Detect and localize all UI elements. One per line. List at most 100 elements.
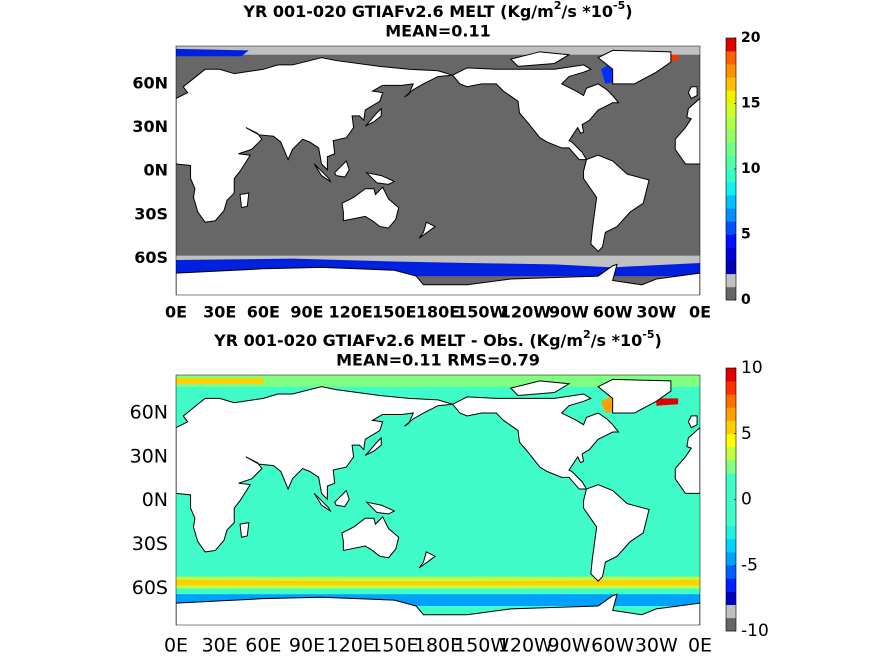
lat-tick-label: 0N <box>143 161 168 180</box>
lon-tick-label: 120W <box>498 635 553 656</box>
colorbar-segment <box>726 394 736 408</box>
colorbar-segment <box>726 617 736 632</box>
colorbar-tick-label: 0 <box>741 490 752 510</box>
title-part: ) <box>655 331 662 350</box>
superscript: 2 <box>583 328 591 341</box>
lon-tick-label: 150W <box>456 303 507 322</box>
map-field <box>176 375 700 625</box>
colorbar-segment <box>726 182 736 196</box>
colorbar-segment <box>726 578 736 592</box>
lon-tick-label: 60E <box>245 635 281 656</box>
map-frame <box>175 45 701 296</box>
lon-tick-label: 90E <box>289 635 325 656</box>
colorbar-segment <box>726 234 736 248</box>
colorbar-segment <box>726 195 736 209</box>
colorbar-segment <box>726 538 736 553</box>
panel-title: YR 001-020 GTIAFv2.6 MELT - Obs. (Kg/m2/… <box>213 328 662 350</box>
superscript: -5 <box>613 0 625 12</box>
map-panel <box>176 46 700 295</box>
colorbar-tick-label: 10 <box>741 358 763 378</box>
lon-tick-label: 90W <box>548 635 591 656</box>
lon-tick-label: 0E <box>165 303 187 322</box>
colorbar-tick-label: 0 <box>741 292 751 308</box>
lon-tick-label: 120E <box>329 303 373 322</box>
lat-tick-label: 60S <box>134 248 168 267</box>
colorbar-tick-label: 20 <box>741 30 761 46</box>
colorbar-segment <box>726 169 736 183</box>
colorbar-segment <box>726 407 736 421</box>
title-part: YR 001-020 GTIAFv2.6 MELT - Obs. (Kg/m <box>213 331 583 350</box>
colorbar-segment <box>726 273 736 288</box>
lon-tick-label: 60W <box>593 303 633 322</box>
lon-tick-label: 150E <box>372 303 416 322</box>
colorbar-segment <box>726 129 736 144</box>
lon-tick-label: 30W <box>636 303 676 322</box>
colorbar-segment <box>726 473 736 487</box>
lon-tick-label: 150W <box>454 635 509 656</box>
colorbar-segment <box>726 260 736 275</box>
superscript: -5 <box>642 328 654 341</box>
lon-tick-label: 30W <box>635 635 678 656</box>
colorbar-segment <box>726 286 736 301</box>
lon-tick-label: 0E <box>688 635 712 656</box>
colorbar-segment <box>726 116 736 130</box>
lon-tick-label: 0E <box>689 303 711 322</box>
colorbar-segment <box>726 142 736 157</box>
colorbar-segment <box>726 381 736 395</box>
colorbar-segment <box>726 77 736 91</box>
lat-tick-label: 30S <box>132 533 168 555</box>
colorbar-tick-label: 15 <box>741 96 760 112</box>
lon-tick-label: 0E <box>164 635 188 656</box>
lon-tick-label: 180E <box>414 635 462 656</box>
field-band <box>176 579 700 586</box>
lat-tick-label: 30N <box>130 445 168 467</box>
lon-tick-label: 90E <box>290 303 323 322</box>
lon-tick-label: 60E <box>247 303 280 322</box>
colorbar-segment <box>726 51 736 65</box>
colorbar-segment <box>726 420 736 435</box>
colorbar-tick-label: -5 <box>741 555 758 575</box>
lon-tick-label: 120E <box>327 635 375 656</box>
colorbar-segment <box>726 446 736 461</box>
colorbar-segment <box>726 552 736 566</box>
lat-tick-label: 30N <box>132 117 168 136</box>
panel-subtitle: MEAN=0.11 <box>385 22 491 41</box>
lon-tick-label: 60W <box>591 635 634 656</box>
lon-tick-label: 30E <box>203 303 236 322</box>
colorbar-tick-label: -10 <box>741 621 769 641</box>
lat-tick-label: 60N <box>130 402 168 424</box>
lon-tick-label: 90W <box>549 303 589 322</box>
colorbar-tick-label: 10 <box>741 161 761 177</box>
colorbar-segment <box>726 247 736 261</box>
colorbar-segment <box>726 460 736 474</box>
lat-tick-label: 60N <box>132 73 168 92</box>
colorbar-segment <box>726 103 736 117</box>
field-band <box>176 46 700 55</box>
colorbar-segment <box>726 64 736 78</box>
title-part: /s *10 <box>591 331 643 350</box>
lon-tick-label: 180E <box>416 303 460 322</box>
colorbar-tick-label: 5 <box>741 424 752 444</box>
colorbar-segment <box>726 565 736 579</box>
title-part: /s *10 <box>561 2 613 21</box>
map-field <box>176 46 700 295</box>
field-band <box>176 377 264 384</box>
colorbar-segment <box>726 604 736 619</box>
lat-tick-label: 0N <box>142 489 168 511</box>
colorbar-segment <box>726 525 736 540</box>
field-band <box>176 48 249 57</box>
map-panel <box>176 375 700 625</box>
lat-tick-label: 30S <box>134 204 168 223</box>
colorbar-segment <box>726 155 736 170</box>
superscript: 2 <box>554 0 562 12</box>
colorbar-segment <box>726 38 736 52</box>
colorbar-tick-label: 5 <box>741 227 751 243</box>
lon-tick-label: 150E <box>370 635 418 656</box>
title-part: ) <box>625 2 632 21</box>
panel-title: YR 001-020 GTIAFv2.6 MELT (Kg/m2/s *10-5… <box>242 0 632 21</box>
field-band <box>656 398 679 406</box>
colorbar-segment <box>726 486 736 500</box>
colorbar-segment <box>726 368 736 382</box>
